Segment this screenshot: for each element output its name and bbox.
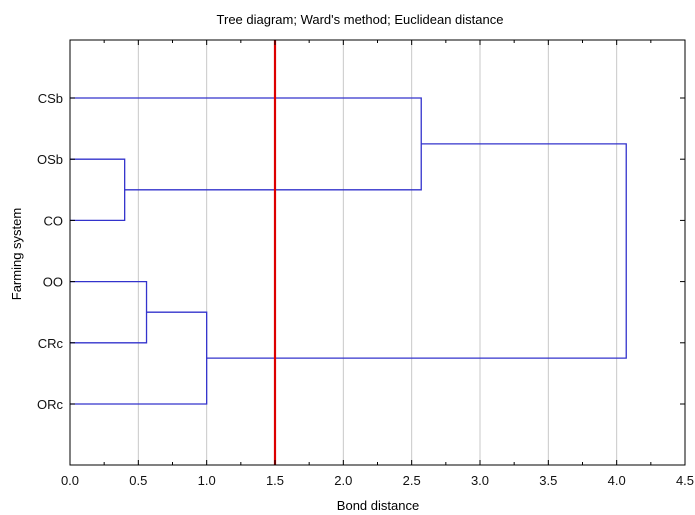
x-tick-label: 4.0 — [608, 473, 626, 488]
leaf-label-osb: OSb — [37, 152, 63, 167]
dendrogram-branch — [206, 143, 627, 359]
x-tick-label: 1.5 — [266, 473, 284, 488]
leaf-label-oo: OO — [43, 275, 63, 290]
tree-layer — [70, 97, 627, 405]
x-tick-label: 0.0 — [61, 473, 79, 488]
leaf-label-crc: CRc — [38, 336, 64, 351]
plot-frame — [69, 39, 686, 466]
leaf-label-layer: CSb OSb CO OO CRc ORc — [37, 91, 64, 412]
leaf-label-co: CO — [44, 213, 64, 228]
x-tick-label: 2.5 — [403, 473, 421, 488]
x-axis-label: Bond distance — [337, 498, 419, 513]
grid-layer — [137, 40, 618, 465]
dendrogram-branch — [70, 97, 422, 191]
x-tick-label: 3.0 — [471, 473, 489, 488]
frame-layer — [69, 39, 686, 466]
chart-title: Tree diagram; Ward's method; Euclidean d… — [217, 12, 504, 27]
x-tick-label: 1.0 — [198, 473, 216, 488]
dendrogram-branch — [70, 280, 148, 344]
x-tick-label: 4.5 — [676, 473, 694, 488]
dendrogram-branch — [70, 158, 126, 222]
leaf-label-csb: CSb — [38, 91, 63, 106]
y-axis-label: Farming system — [9, 208, 24, 300]
x-tick-label: 3.5 — [539, 473, 557, 488]
tick-layer: 0.0 0.5 1.0 1.5 2.0 2.5 3.0 3.5 4.0 4.5 — [61, 40, 694, 488]
leaf-label-orc: ORc — [37, 397, 64, 412]
x-tick-label: 2.0 — [334, 473, 352, 488]
x-tick-label: 0.5 — [129, 473, 147, 488]
